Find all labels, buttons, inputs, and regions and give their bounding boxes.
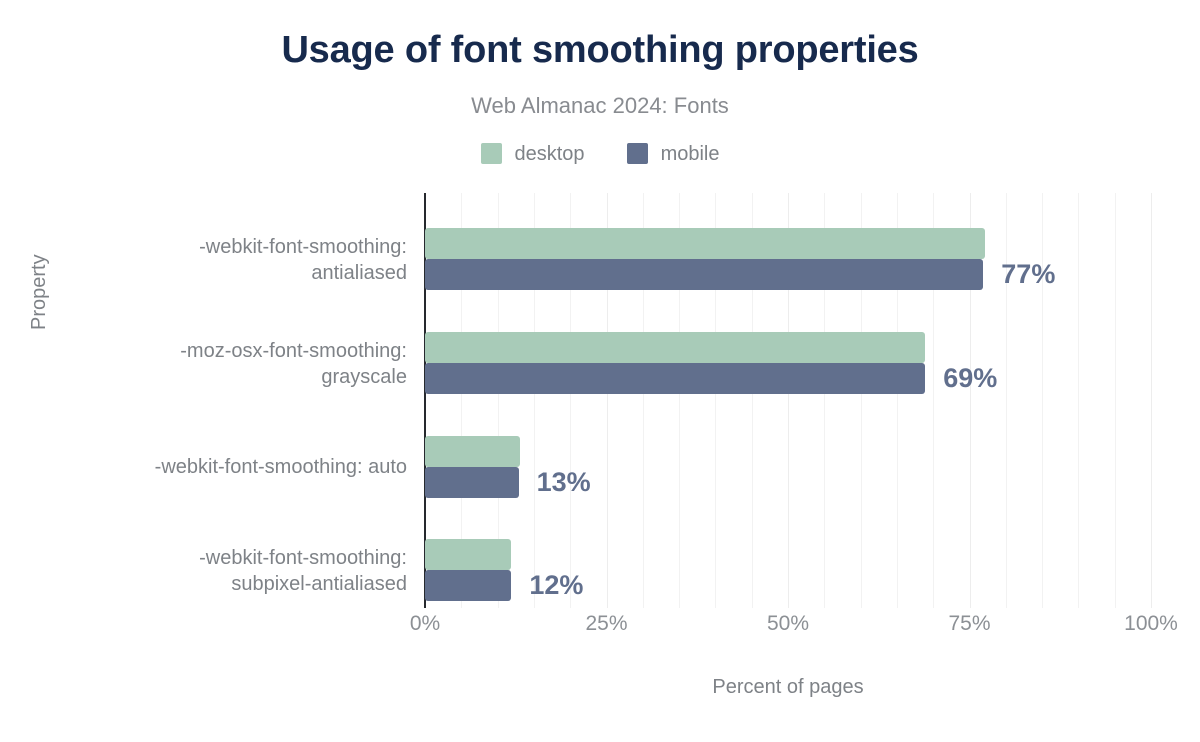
bar-mobile[interactable] [425, 466, 519, 498]
y-axis-tick-line: subpixel-antialiased [231, 573, 407, 596]
y-axis-tick-label: -webkit-font-smoothing: auto [0, 454, 407, 480]
chart-subtitle: Web Almanac 2024: Fonts [471, 93, 729, 118]
bar-groups: 77% -webkit-font-smoothing: antialiased 69%… [155, 193, 1151, 608]
bar-value-label: 69% [943, 362, 998, 393]
legend-item-mobile[interactable]: mobile [626, 142, 720, 165]
bar-value-label: 12% [529, 570, 584, 601]
y-axis-tick-line: antialiased [311, 261, 407, 284]
legend-swatch-mobile [626, 143, 648, 164]
bar-mobile[interactable] [425, 570, 512, 602]
bar-desktop[interactable] [425, 228, 985, 259]
bar-desktop[interactable] [425, 331, 926, 363]
bar-desktop[interactable] [425, 435, 521, 467]
y-axis-tick-line: -webkit-font-smoothing: auto [154, 456, 407, 479]
bar-group: 77% -webkit-font-smoothing: antialiased [199, 193, 1151, 297]
y-axis-tick-label: -webkit-font-smoothing: subpixel-antialia… [0, 545, 407, 597]
bar-mobile[interactable] [425, 259, 984, 290]
y-axis-tick-line: -webkit-font-smoothing: [199, 235, 407, 258]
y-axis-tick-label: -moz-osx-font-smoothing: grayscale [0, 338, 407, 390]
legend-swatch-desktop [480, 143, 502, 164]
bar-value-label: 77% [1001, 259, 1056, 289]
legend-item-desktop[interactable]: desktop [480, 142, 585, 165]
bar-mobile[interactable] [425, 362, 926, 394]
y-axis-title: Property [28, 254, 50, 330]
bar-group: 69% -moz-osx-font-smoothing: grayscale [180, 297, 1151, 401]
bar-desktop[interactable] [425, 539, 511, 571]
x-axis-tick-label: 50% [766, 612, 810, 635]
x-axis-title: Percent of pages [712, 676, 864, 698]
legend-label-desktop: desktop [514, 142, 585, 165]
gridline-100 [1151, 193, 1152, 608]
x-axis-tick-label: 25% [585, 612, 628, 635]
y-axis-tick-line: grayscale [321, 365, 407, 388]
x-axis-tick-label: 100% [1124, 612, 1178, 635]
y-axis-line [424, 193, 426, 608]
x-axis-tick-label: 75% [948, 612, 991, 635]
bar-group: 12% -webkit-font-smoothing: subpixel-antia… [199, 504, 1151, 608]
chart-title: Usage of font smoothing properties [281, 29, 919, 71]
y-axis-tick-line: -webkit-font-smoothing: [199, 547, 407, 570]
x-axis-ticks: 0% 25% 50% 75% 100% [410, 612, 1178, 652]
plot-area: 77% -webkit-font-smoothing: antialiased 69%… [155, 193, 1152, 608]
chart-legend: desktop mobile [0, 143, 1200, 164]
x-axis-tick-label: 0% [409, 612, 441, 635]
bar-group: 13% -webkit-font-smoothing: auto [155, 401, 1151, 505]
legend-label-mobile: mobile [660, 142, 720, 165]
y-axis-tick-line: -moz-osx-font-smoothing: [180, 339, 407, 362]
bar-value-label: 13% [536, 466, 591, 497]
y-axis-tick-label: -webkit-font-smoothing: antialiased [0, 234, 407, 286]
